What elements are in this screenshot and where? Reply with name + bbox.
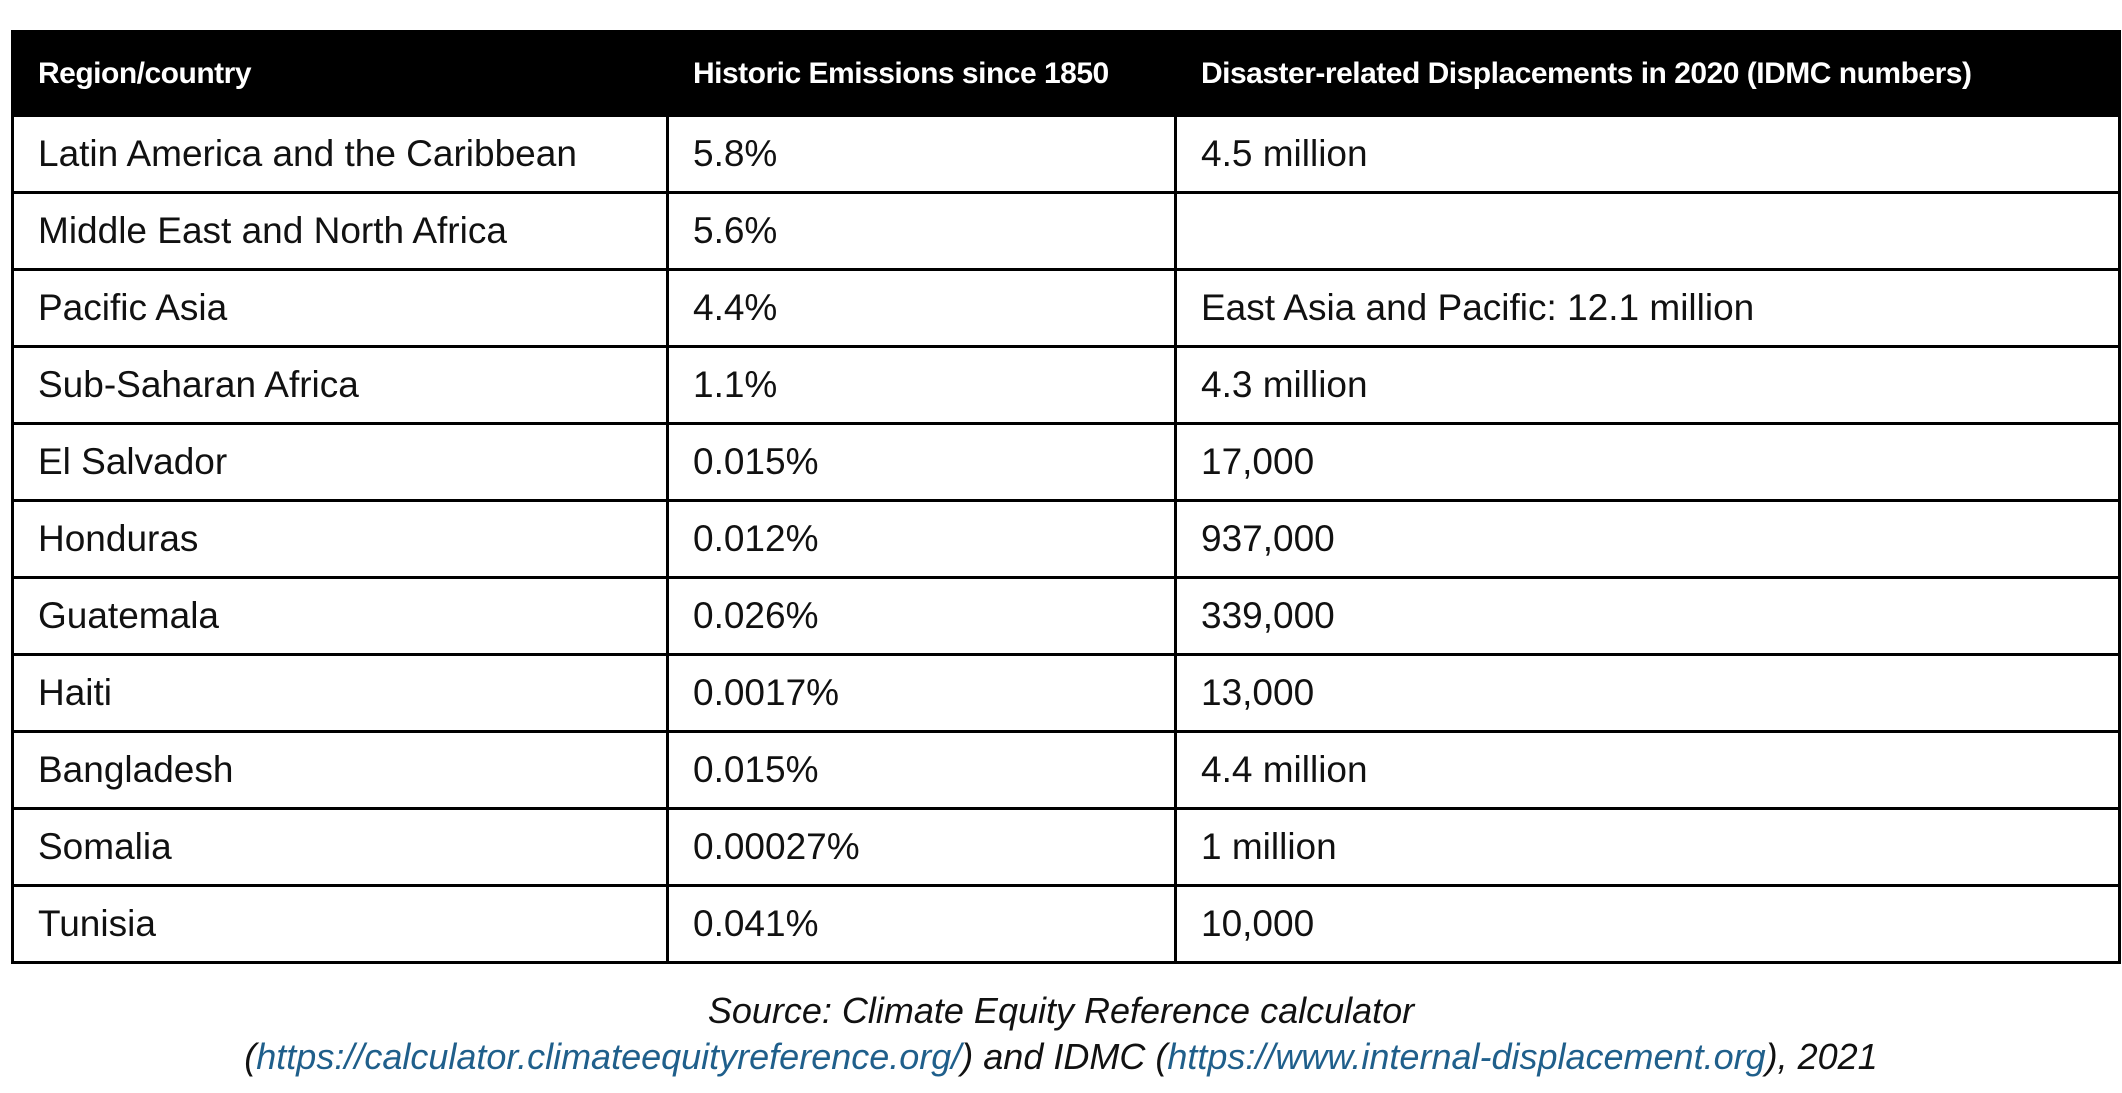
table-cell: 0.00027% bbox=[666, 807, 1177, 887]
table-row: Guatemala 0.026% 339,000 bbox=[11, 576, 2121, 656]
table-cell: 4.5 million bbox=[1174, 114, 2121, 194]
table-cell: Sub-Saharan Africa bbox=[11, 345, 669, 425]
table-row: Tunisia 0.041% 10,000 bbox=[11, 884, 2121, 964]
table-cell: 5.6% bbox=[666, 191, 1177, 271]
table-cell: 10,000 bbox=[1174, 884, 2121, 964]
source-link[interactable]: https://www.internal-displacement.org bbox=[1167, 1036, 1766, 1077]
table-cell: 1.1% bbox=[666, 345, 1177, 425]
table-cell: Middle East and North Africa bbox=[11, 191, 669, 271]
table-cell: 17,000 bbox=[1174, 422, 2121, 502]
table-row: El Salvador 0.015% 17,000 bbox=[11, 422, 2121, 502]
source-text: ), 2021 bbox=[1765, 1036, 1878, 1077]
source-text: ( bbox=[244, 1036, 257, 1077]
table-cell: Pacific Asia bbox=[11, 268, 669, 348]
table-row: Somalia 0.00027% 1 million bbox=[11, 807, 2121, 887]
table-row: Sub-Saharan Africa 1.1% 4.3 million bbox=[11, 345, 2121, 425]
header-cell: Region/country bbox=[11, 30, 669, 117]
header-row: Region/country Historic Emissions since 1… bbox=[11, 30, 2121, 117]
table-cell: 5.8% bbox=[666, 114, 1177, 194]
table-cell: 0.026% bbox=[666, 576, 1177, 656]
table-cell: 339,000 bbox=[1174, 576, 2121, 656]
table-cell: 1 million bbox=[1174, 807, 2121, 887]
table-row: Bangladesh 0.015% 4.4 million bbox=[11, 730, 2121, 810]
table-cell: Bangladesh bbox=[11, 730, 669, 810]
table-row: Haiti 0.0017% 13,000 bbox=[11, 653, 2121, 733]
table-cell: 4.4 million bbox=[1174, 730, 2121, 810]
table-cell: El Salvador bbox=[11, 422, 669, 502]
empty-cell bbox=[1174, 191, 2121, 271]
table-cell: 0.012% bbox=[666, 499, 1177, 579]
table-cell: East Asia and Pacific: 12.1 million bbox=[1174, 268, 2121, 348]
table-cell: Latin America and the Caribbean bbox=[11, 114, 669, 194]
source-line: (https://calculator.climateequityreferen… bbox=[0, 1036, 2122, 1078]
table-cell: 0.041% bbox=[666, 884, 1177, 964]
source-link[interactable]: https://calculator.climateequityreferenc… bbox=[256, 1036, 962, 1077]
table-cell: Honduras bbox=[11, 499, 669, 579]
table-row: Pacific Asia 4.4% East Asia and Pacific: 1… bbox=[11, 268, 2121, 348]
source-line: Source: Climate Equity Reference calcula… bbox=[707, 990, 1415, 1031]
table-cell: 0.015% bbox=[666, 422, 1177, 502]
table-cell: Somalia bbox=[11, 807, 669, 887]
table-cell: Tunisia bbox=[11, 884, 669, 964]
table-cell: 0.0017% bbox=[666, 653, 1177, 733]
data-table: Region/country Historic Emissions since 1… bbox=[11, 30, 2121, 964]
table-row: Middle East and North Africa 5.6% bbox=[11, 191, 2121, 271]
table-body: Latin America and the Caribbean 5.8% 4.5 m… bbox=[11, 114, 2121, 964]
table-cell: 937,000 bbox=[1174, 499, 2121, 579]
table-cell: Guatemala bbox=[11, 576, 669, 656]
table-cell: Haiti bbox=[11, 653, 669, 733]
header-cell: Historic Emissions since 1850 bbox=[666, 30, 1177, 117]
table-row: Honduras 0.012% 937,000 bbox=[11, 499, 2121, 579]
table-row: Latin America and the Caribbean 5.8% 4.5 m… bbox=[11, 114, 2121, 194]
source-text: ) and IDMC ( bbox=[961, 1036, 1168, 1077]
table-cell: 4.3 million bbox=[1174, 345, 2121, 425]
table-cell: 13,000 bbox=[1174, 653, 2121, 733]
table-cell: 0.015% bbox=[666, 730, 1177, 810]
header-cell: Disaster-related Displacements in 2020 (… bbox=[1174, 30, 2121, 117]
table-cell: 4.4% bbox=[666, 268, 1177, 348]
